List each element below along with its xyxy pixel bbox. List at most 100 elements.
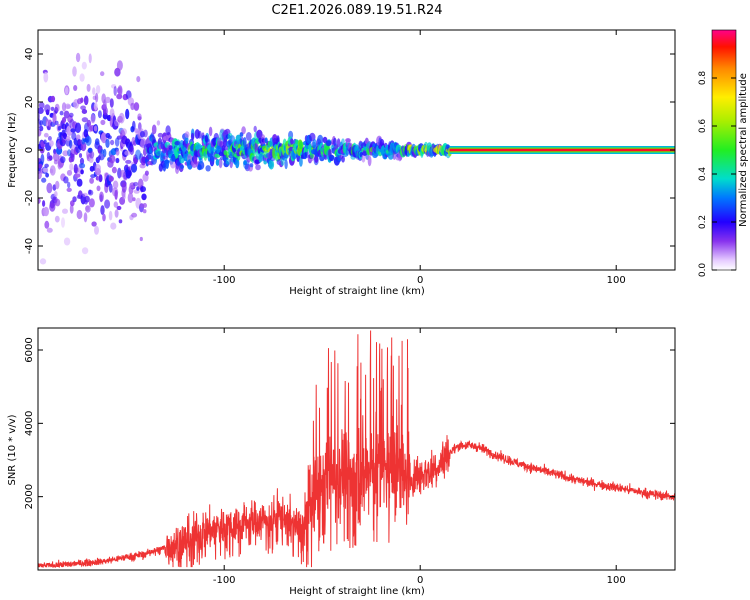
spectrogram-cell bbox=[69, 163, 74, 171]
spectrogram-cell bbox=[69, 112, 74, 118]
spectrogram-cell bbox=[75, 52, 81, 63]
spectrogram-cell bbox=[361, 154, 366, 163]
spectrogram-cell bbox=[42, 200, 46, 207]
carrier-band-core bbox=[449, 148, 675, 152]
spectrogram-cell bbox=[209, 151, 216, 162]
spectrogram-cell bbox=[142, 209, 147, 214]
spectrogram-cell bbox=[142, 203, 147, 208]
spectrogram-cell bbox=[62, 208, 68, 214]
spectrogram-cell bbox=[95, 85, 101, 94]
spectrogram-cell bbox=[60, 156, 66, 164]
spectrogram-cell bbox=[80, 105, 86, 111]
spectrogram-cell bbox=[46, 182, 53, 194]
spectrogram-cell bbox=[94, 225, 99, 235]
spectrogram-cell bbox=[121, 182, 127, 193]
snr-y-label: SNR (10 * v/v) bbox=[7, 414, 18, 485]
spectrogram-cell bbox=[174, 141, 181, 146]
spectrogram-cell bbox=[42, 167, 49, 173]
colorbar-tick-label: 0.8 bbox=[698, 71, 708, 86]
spectrogram-cell bbox=[116, 60, 123, 71]
spectrogram-cell bbox=[328, 154, 335, 161]
spectrogram-cell bbox=[61, 217, 65, 228]
spectrogram-cell bbox=[79, 163, 86, 169]
spectrogram-cell bbox=[299, 156, 303, 167]
spectrogram-cell bbox=[156, 120, 161, 126]
spectrogram-cell bbox=[81, 109, 88, 114]
spectrogram-cell bbox=[64, 103, 71, 110]
spectrogram-cell bbox=[52, 113, 57, 124]
spectrogram-cell bbox=[89, 151, 95, 159]
y-tick-label: 4000 bbox=[24, 411, 35, 436]
spectrogram-cell bbox=[93, 102, 98, 111]
spectrogram-cell bbox=[218, 158, 223, 169]
spectrogram-cell bbox=[54, 191, 58, 198]
snr-x-label: Height of straight line (km) bbox=[289, 586, 425, 597]
spectrogram-cell bbox=[256, 129, 263, 139]
spectrogram-cell bbox=[95, 92, 99, 103]
spectrogram-cell bbox=[39, 120, 44, 126]
spectrogram-cell bbox=[98, 153, 105, 161]
spectrogram-cell bbox=[38, 102, 45, 109]
spectrogram-cell bbox=[125, 108, 130, 120]
spectrogram-heatmap bbox=[38, 52, 675, 265]
spectrogram-cell bbox=[48, 155, 53, 161]
spectrogram-cell bbox=[143, 129, 148, 138]
spectrogram-cell bbox=[50, 95, 56, 103]
colorbar-tick-label: 0.6 bbox=[698, 119, 708, 134]
colorbar-tick-label: 0.4 bbox=[698, 167, 708, 182]
spectrogram-cell bbox=[118, 86, 123, 97]
spectrogram-cell bbox=[127, 192, 134, 203]
snr-panel: -100 0 100 2000 4000 6000 Height of straight… bbox=[7, 327, 676, 597]
spectrogram-cell bbox=[76, 178, 83, 187]
spectrogram-cell bbox=[184, 131, 190, 139]
spectrogram-cell bbox=[104, 96, 111, 104]
spectrogram-cell bbox=[92, 87, 96, 95]
spectrogram-cell bbox=[179, 164, 185, 169]
spectrogram-cell bbox=[165, 125, 171, 136]
spectrogram-cell bbox=[89, 177, 94, 184]
spectrogram-cell bbox=[105, 138, 110, 148]
spectrogram-cell bbox=[83, 212, 88, 223]
spectrogram-cell bbox=[117, 167, 122, 179]
spectrogram-cell bbox=[50, 106, 55, 111]
spectrogram-cell bbox=[132, 120, 136, 132]
spectrogram-cell bbox=[86, 83, 91, 92]
spectrogram-cell bbox=[40, 153, 45, 165]
spectrogram-cell bbox=[43, 206, 49, 217]
spectrogram-cell bbox=[197, 130, 202, 139]
spectrogram-cell bbox=[100, 119, 106, 126]
spectrogram-cell bbox=[131, 212, 138, 218]
spectrogram-cell bbox=[140, 186, 147, 193]
spectrogram-cell bbox=[39, 258, 47, 265]
spectrogram-cell bbox=[85, 205, 91, 213]
spectrogram-cell bbox=[88, 189, 92, 195]
spectrogram-cell bbox=[113, 201, 119, 208]
spectrogram-cell bbox=[129, 145, 135, 156]
spectrogram-cell bbox=[67, 181, 71, 189]
spectrogram-cell bbox=[133, 181, 139, 187]
spectrogram-cell bbox=[93, 125, 98, 132]
spectrogram-cell bbox=[74, 173, 81, 178]
spectrogram-cell bbox=[205, 165, 211, 172]
colorbar-gradient bbox=[711, 29, 737, 271]
spectrogram-cell bbox=[46, 227, 53, 233]
spectrogram-cell bbox=[54, 215, 60, 223]
spectrogram-cell bbox=[43, 132, 49, 138]
spectrogram-cell bbox=[39, 125, 44, 132]
spectrogram-cell bbox=[249, 163, 254, 168]
spectrogram-cell bbox=[83, 95, 89, 106]
y-tick-label: 6000 bbox=[24, 337, 35, 362]
spectrogram-cell bbox=[54, 198, 61, 207]
spectrogram-cell bbox=[38, 163, 43, 169]
colorbar: 0.0 0.2 0.4 0.6 0.8 Normalized spectral ampl… bbox=[698, 29, 749, 277]
spectrogram-cell bbox=[53, 152, 60, 162]
spectrogram-cell bbox=[38, 107, 44, 114]
spectrogram-cell bbox=[80, 97, 84, 103]
spectrogram-cell bbox=[76, 209, 83, 220]
spectrogram-cell bbox=[88, 198, 95, 208]
spectrogram-panel: -100 0 100 -40 -20 0 20 40 Height of straight … bbox=[7, 29, 676, 297]
spectrogram-cell bbox=[115, 157, 120, 164]
spectrogram-cell bbox=[258, 153, 264, 162]
y-tick-label: 2000 bbox=[24, 484, 35, 509]
spectrogram-cell bbox=[108, 175, 114, 182]
